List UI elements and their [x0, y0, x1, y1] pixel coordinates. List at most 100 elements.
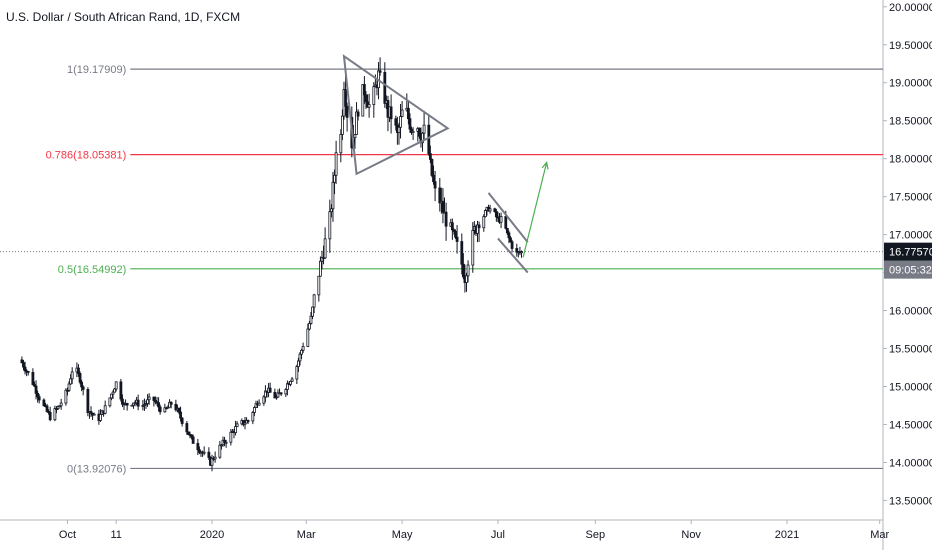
current-price-label: 16.77570: [889, 247, 932, 259]
candle-body: [22, 362, 25, 368]
candle-body: [422, 124, 426, 134]
candle-body: [157, 402, 160, 408]
candle-body: [47, 411, 51, 413]
fib-level-label: 0.786(18.05381): [46, 150, 127, 162]
candle-body: [372, 86, 376, 105]
candle-body: [234, 426, 237, 434]
candle-body: [92, 413, 96, 416]
projection-arrow-line: [522, 162, 548, 258]
candle-body: [427, 124, 431, 154]
candle-body: [504, 216, 508, 229]
candle-body: [55, 408, 58, 410]
y-tick-label: 15.00000: [889, 381, 932, 393]
candle-body: [146, 399, 149, 404]
candle-body: [344, 89, 347, 107]
candle-body: [26, 370, 30, 373]
candle-body: [64, 389, 68, 404]
candle-body: [224, 441, 228, 444]
candle-body: [488, 208, 492, 212]
candle-body: [286, 383, 289, 390]
candle-body: [311, 306, 314, 317]
candle-body: [438, 187, 442, 204]
candle-body: [320, 257, 324, 262]
candle-body: [210, 457, 214, 466]
candle-body: [276, 392, 280, 398]
candle-body: [136, 399, 140, 407]
candle-body: [264, 390, 267, 398]
candle-body: [364, 94, 368, 103]
candle-body: [460, 241, 464, 265]
candle-body: [505, 227, 509, 234]
candle-body: [67, 383, 71, 391]
candle-body: [331, 181, 335, 210]
candle-body: [290, 378, 294, 382]
candle-body: [223, 439, 226, 444]
candle-body: [166, 406, 170, 409]
candle-body: [306, 328, 310, 347]
candle-body: [450, 222, 454, 231]
candle-body: [430, 159, 434, 176]
candle-body: [113, 388, 116, 393]
candle-body: [355, 111, 358, 135]
candle-body: [31, 372, 35, 385]
candle-body: [295, 366, 299, 380]
fib-level-label: 0.5(16.54992): [58, 264, 127, 276]
candle-body: [406, 107, 410, 120]
candle-body: [202, 451, 206, 454]
candle-body: [69, 378, 73, 385]
candle-body: [229, 431, 233, 443]
x-tick-label: 11: [110, 529, 121, 541]
candle-body: [218, 444, 222, 458]
countdown-badge: [884, 260, 932, 279]
candle-body: [356, 111, 360, 117]
y-tick-label: 20.00000: [889, 2, 932, 14]
x-tick-label: 2021: [775, 529, 799, 541]
candle-body: [289, 380, 292, 385]
candle-body: [45, 405, 49, 412]
candle-body: [298, 353, 302, 362]
candle-body: [246, 420, 250, 422]
candle-body: [268, 387, 272, 393]
candle-body: [510, 241, 514, 249]
candle-body: [48, 412, 52, 421]
candle-body: [301, 346, 305, 351]
candle-body: [465, 275, 468, 283]
candle-body: [399, 116, 402, 128]
candle-body: [103, 405, 107, 414]
candle-body: [308, 323, 311, 330]
candle-body: [174, 403, 178, 411]
candle-body: [353, 134, 357, 139]
y-tick-label: 19.00000: [889, 78, 932, 90]
candle-body: [411, 130, 415, 134]
candle-body: [329, 208, 333, 213]
candle-body: [152, 396, 156, 401]
candle-body: [345, 105, 349, 118]
x-tick-label: 2020: [200, 529, 224, 541]
candle-body: [187, 431, 190, 435]
candle-body: [297, 360, 300, 367]
candle-body: [334, 152, 338, 176]
candle-body: [389, 106, 393, 120]
candle-body: [99, 414, 102, 421]
x-tick-label: Jul: [491, 529, 505, 541]
candle-body: [317, 275, 321, 296]
candle-body: [33, 384, 36, 387]
candle-body: [168, 401, 171, 408]
candle-body: [242, 420, 245, 425]
candle-body: [410, 128, 413, 134]
candle-body: [58, 405, 62, 408]
candle-body: [77, 367, 80, 374]
candle-body: [408, 118, 412, 130]
candle-body: [37, 396, 41, 401]
candle-body: [362, 84, 366, 96]
candle-body: [133, 402, 137, 405]
candle-body: [394, 118, 398, 126]
candle-body: [108, 397, 112, 407]
candle-body: [309, 315, 313, 324]
candle-body: [509, 237, 512, 243]
wedge-lower-line: [497, 237, 529, 274]
candle-body: [262, 396, 266, 404]
chart-title: U.S. Dollar / South African Rand, 1D, FX…: [6, 10, 241, 24]
candle-body: [441, 200, 445, 213]
